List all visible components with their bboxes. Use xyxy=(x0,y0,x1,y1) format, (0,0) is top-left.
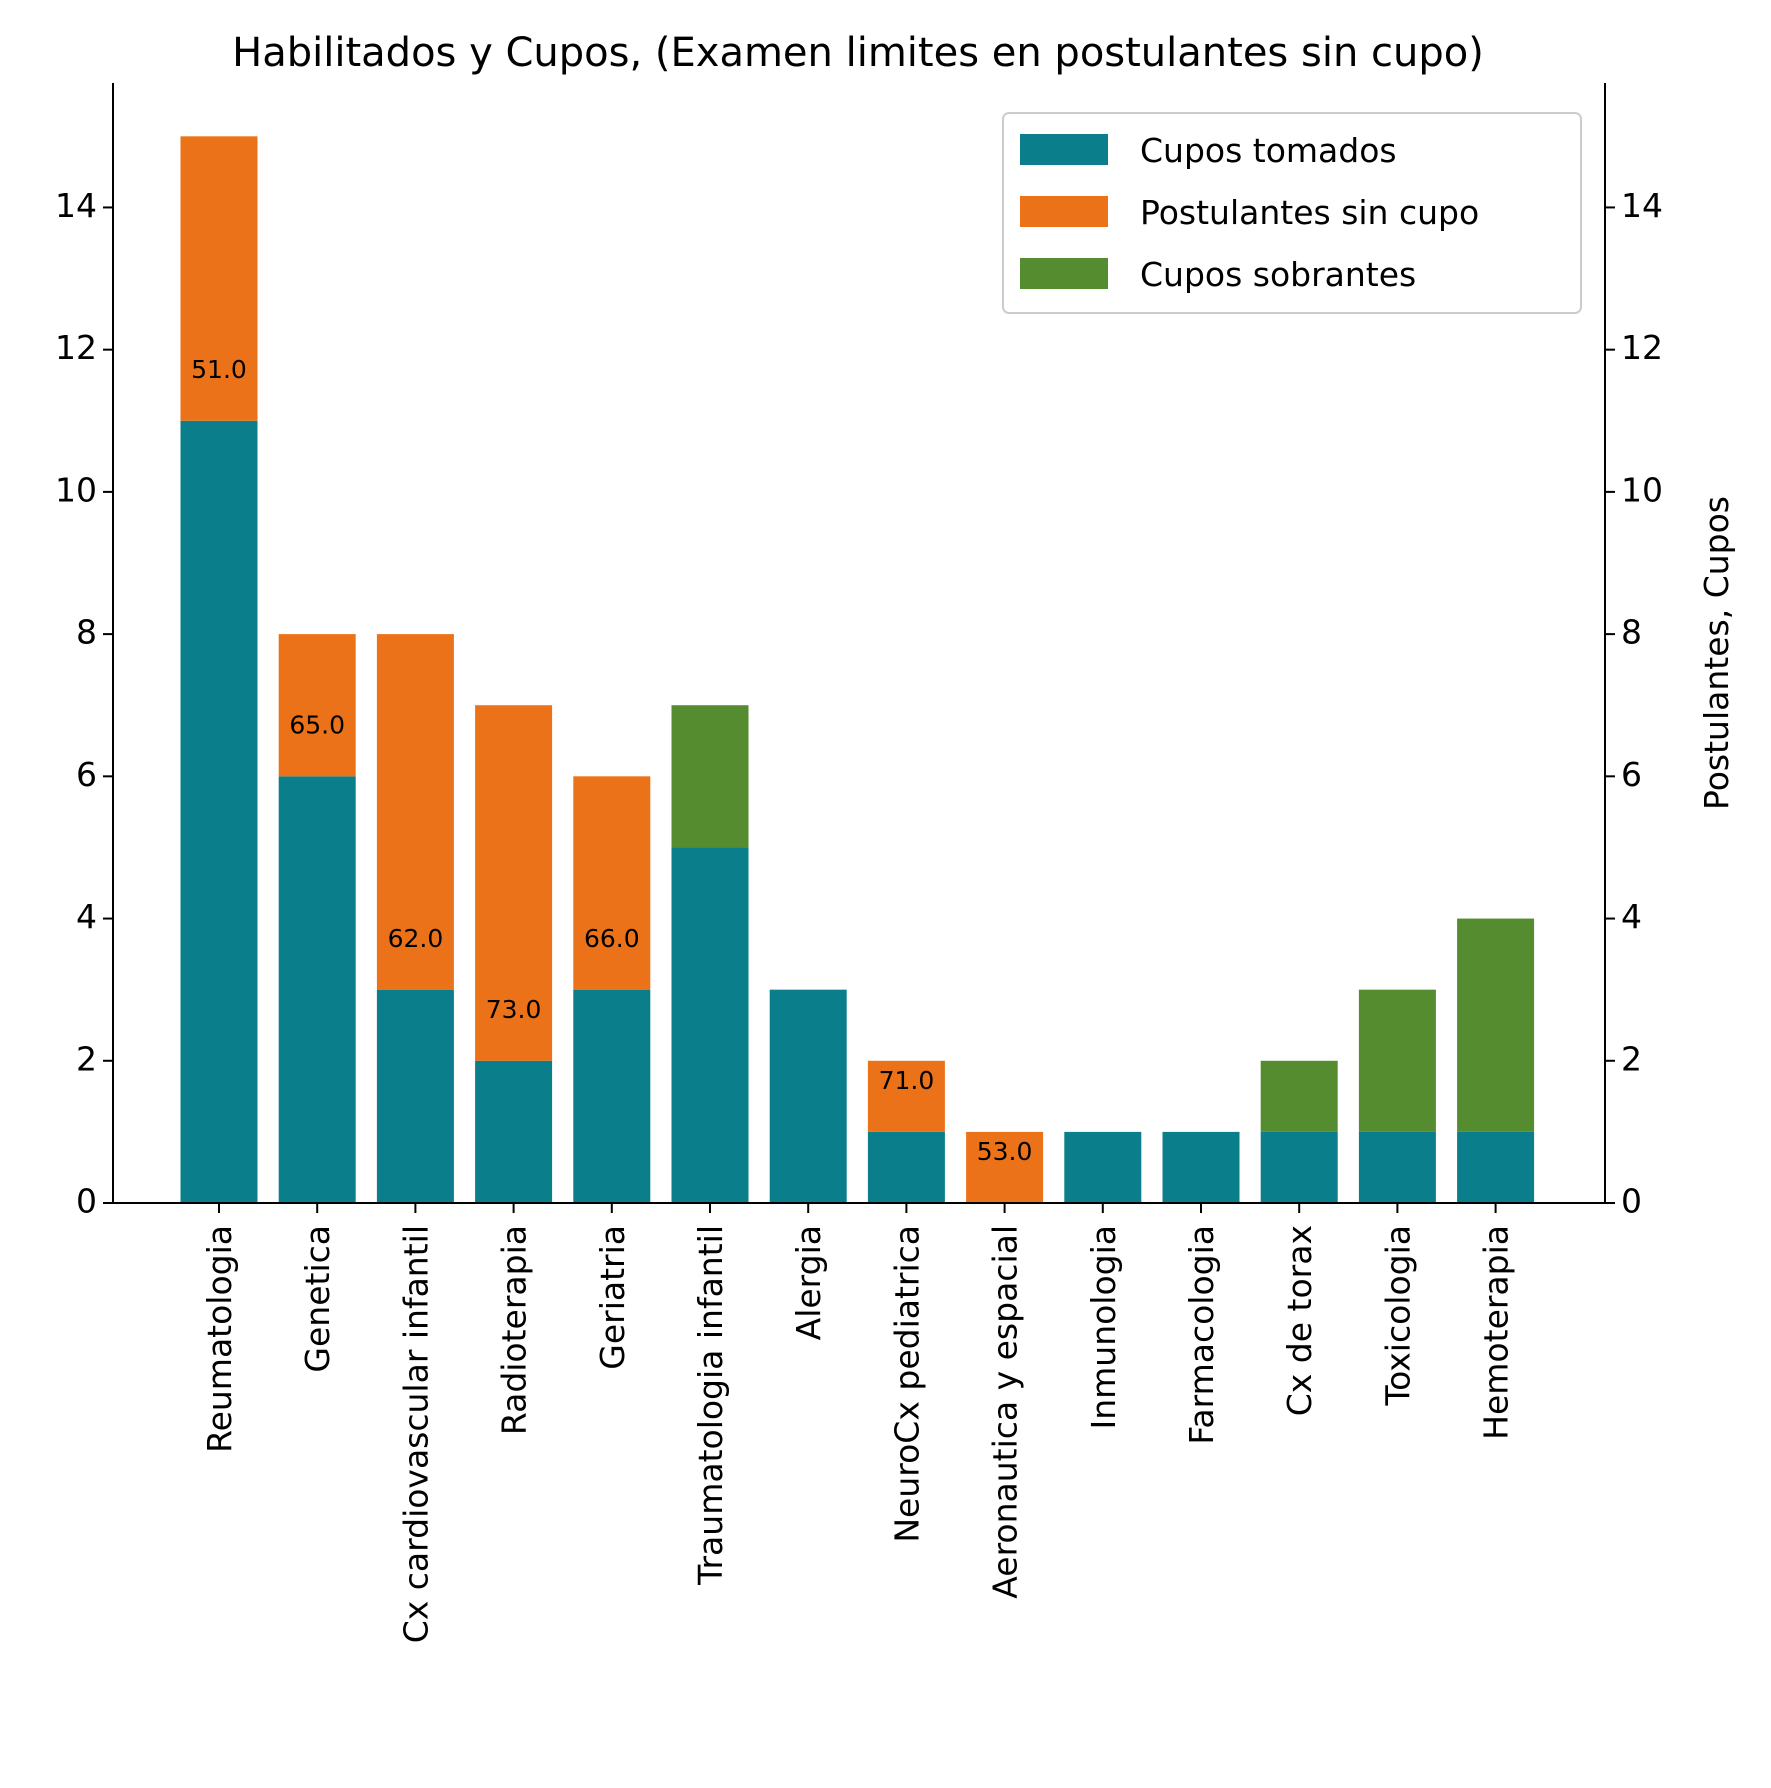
bar-cupos-tomados-reumatologia xyxy=(180,420,258,1203)
bar-cupos-tomados-farmacologia xyxy=(1162,1131,1240,1203)
x-category-label-reumatologia: Reumatologia xyxy=(200,1225,239,1453)
bar-cupos-tomados-alergia xyxy=(769,989,847,1203)
y-tick-label-right: 6 xyxy=(1621,755,1642,794)
bar-postulantes-sin-cupo-genetica xyxy=(278,634,356,777)
bar-cupos-tomados-cx-cardiovascular-infantil xyxy=(376,989,454,1203)
x-category-label-hemoterapia: Hemoterapia xyxy=(1477,1225,1516,1440)
data-label-reumatologia: 51.0 xyxy=(191,355,247,384)
bar-cupos-tomados-traumatologia-infantil xyxy=(671,847,749,1203)
x-category-label-radioterapia: Radioterapia xyxy=(495,1225,534,1435)
y-tick-label-left: 8 xyxy=(76,613,97,652)
y-tick-label-left: 10 xyxy=(55,470,97,509)
y-tick-label-right: 10 xyxy=(1621,470,1663,509)
legend-frame xyxy=(1002,112,1582,314)
legend-swatch-cupos-tomados xyxy=(1020,134,1108,165)
bar-postulantes-sin-cupo-radioterapia xyxy=(475,705,553,1061)
bars-layer xyxy=(180,136,1535,1203)
bar-cupos-tomados-radioterapia xyxy=(475,1060,553,1203)
x-category-label-neurocx-pediatrica: NeuroCx pediatrica xyxy=(887,1225,926,1543)
x-category-label-geriatria: Geriatria xyxy=(593,1225,632,1370)
data-label-radioterapia: 73.0 xyxy=(486,995,542,1024)
data-labels-layer: 51.0 65.0 62.0 73.0 66.0 71.0 53.0 xyxy=(191,355,1032,1166)
bar-cupos-tomados-inmunologia xyxy=(1064,1131,1142,1203)
x-category-label-traumatologia-infantil: Traumatologia infantil xyxy=(691,1225,730,1586)
bar-postulantes-sin-cupo-geriatria xyxy=(573,776,651,990)
y-tick-label-left: 4 xyxy=(76,897,97,936)
y-tick-label-right: 4 xyxy=(1621,897,1642,936)
legend-swatch-cupos-sobrantes xyxy=(1020,258,1108,289)
x-category-label-cx-cardiovascular-infantil: Cx cardiovascular infantil xyxy=(396,1225,435,1643)
x-category-label-farmacologia: Farmacologia xyxy=(1182,1225,1221,1445)
bar-cupos-tomados-hemoterapia xyxy=(1457,1131,1535,1203)
bar-postulantes-sin-cupo-reumatologia xyxy=(180,136,258,421)
right-axis-label: Postulantes, Cupos xyxy=(1697,496,1736,810)
bar-cupos-tomados-cx-de-torax xyxy=(1260,1131,1338,1203)
y-tick-label-right: 0 xyxy=(1621,1182,1642,1221)
y-tick-label-right: 2 xyxy=(1621,1039,1642,1078)
bar-cupos-tomados-toxicologia xyxy=(1358,1131,1436,1203)
legend-label-cupos-sobrantes: Cupos sobrantes xyxy=(1140,255,1416,294)
legend-label-postulantes-sin-cupo: Postulantes sin cupo xyxy=(1140,193,1479,232)
data-label-neurocx-pediatrica: 71.0 xyxy=(879,1066,935,1095)
y-tick-label-right: 12 xyxy=(1621,328,1663,367)
legend-label-cupos-tomados: Cupos tomados xyxy=(1140,131,1397,170)
y-tick-label-right: 8 xyxy=(1621,613,1642,652)
x-category-label-alergia: Alergia xyxy=(789,1225,828,1340)
bar-cupos-sobrantes-cx-de-torax xyxy=(1260,1060,1338,1132)
x-category-label-toxicologia: Toxicologia xyxy=(1378,1225,1417,1406)
bar-cupos-tomados-neurocx-pediatrica xyxy=(867,1131,945,1203)
x-category-label-genetica: Genetica xyxy=(298,1225,337,1373)
bar-cupos-sobrantes-hemoterapia xyxy=(1457,918,1535,1132)
x-category-label-cx-de-torax: Cx de torax xyxy=(1280,1225,1319,1416)
y-tick-label-left: 14 xyxy=(55,186,97,225)
data-label-geriatria: 66.0 xyxy=(584,924,640,953)
bar-postulantes-sin-cupo-neurocx-pediatrica xyxy=(867,1060,945,1132)
chart-title: Habilitados y Cupos, (Examen limites en … xyxy=(232,30,1484,76)
x-ticks-layer: Reumatologia Genetica Cx cardiovascular in… xyxy=(200,1203,1516,1643)
data-label-aeronautica-y-espacial: 53.0 xyxy=(977,1137,1033,1166)
x-category-label-aeronautica-y-espacial: Aeronautica y espacial xyxy=(986,1225,1025,1599)
bar-cupos-tomados-genetica xyxy=(278,776,356,1203)
bar-cupos-tomados-geriatria xyxy=(573,989,651,1203)
bar-postulantes-sin-cupo-aeronautica-y-espacial xyxy=(966,1131,1044,1203)
bar-cupos-sobrantes-traumatologia-infantil xyxy=(671,705,749,848)
data-label-genetica: 65.0 xyxy=(289,711,345,740)
legend: Cupos tomados Postulantes sin cupo Cupos… xyxy=(1002,112,1582,314)
y-ticks-layer: 0 0 2 2 4 4 6 6 8 8 10 10 12 12 14 14 xyxy=(55,186,1663,1221)
axes-layer xyxy=(112,83,1606,1204)
x-category-label-inmunologia: Inmunologia xyxy=(1084,1225,1123,1430)
bar-postulantes-sin-cupo-cx-cardiovascular-infantil xyxy=(376,634,454,990)
y-tick-label-left: 12 xyxy=(55,328,97,367)
y-tick-label-left: 0 xyxy=(76,1182,97,1221)
legend-swatch-postulantes-sin-cupo xyxy=(1020,196,1108,227)
bar-cupos-sobrantes-toxicologia xyxy=(1358,989,1436,1132)
y-tick-label-left: 6 xyxy=(76,755,97,794)
data-label-cx-cardiovascular-infantil: 62.0 xyxy=(388,924,444,953)
y-tick-label-right: 14 xyxy=(1621,186,1663,225)
y-tick-label-left: 2 xyxy=(76,1039,97,1078)
